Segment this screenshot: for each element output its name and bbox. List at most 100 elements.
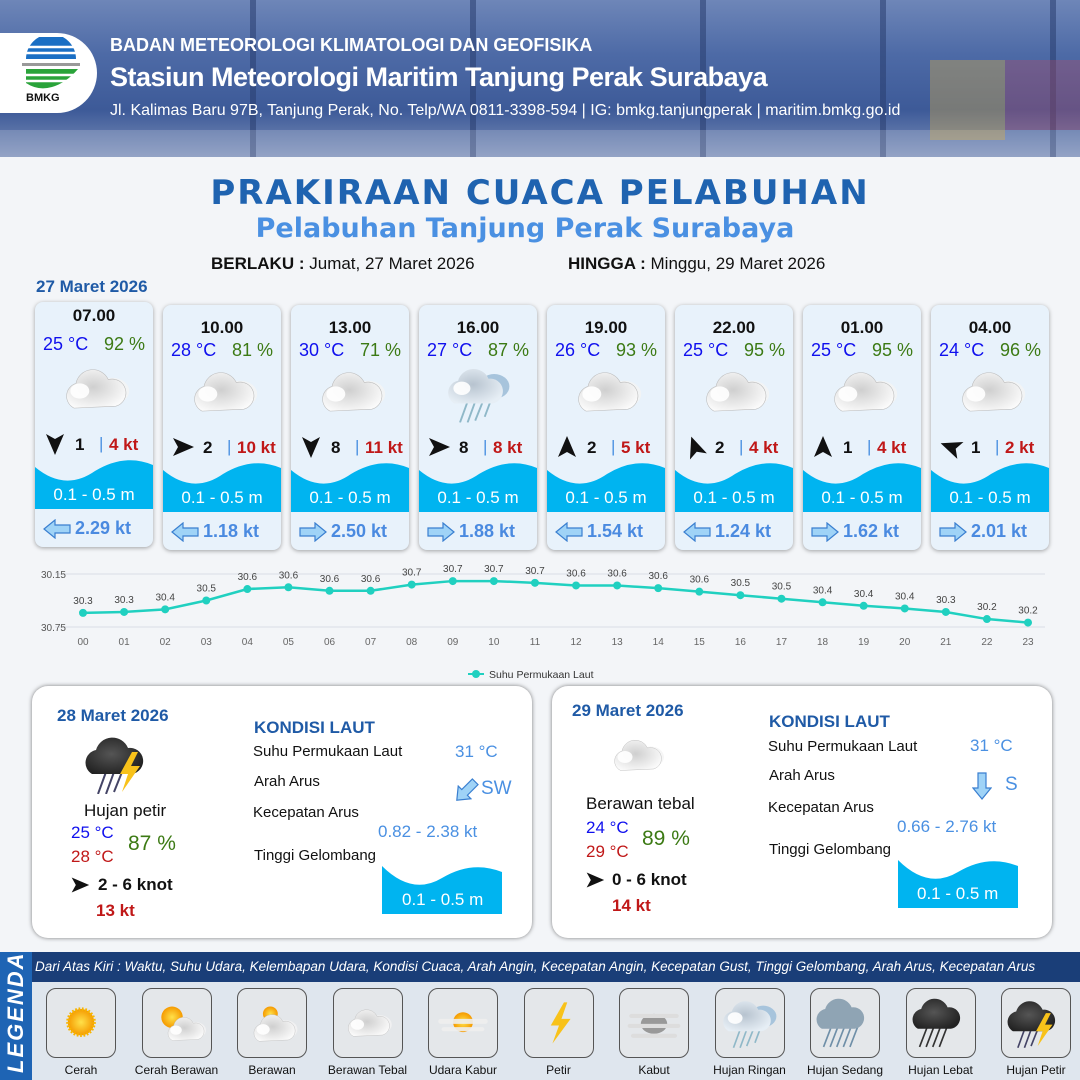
forecast-card: 04.00 24 °C 96 % 1 | 2 kt 0.1 - 0.5 m 2.…: [931, 305, 1049, 550]
humidity: 95 %: [871, 340, 913, 360]
x-tick-label: 20: [899, 637, 911, 648]
current: 2.29 kt: [43, 517, 153, 541]
forecast-card: 16.00 27 °C 87 % 8 | 8 kt 0.1 - 0.5 m 1.…: [419, 305, 537, 550]
wave-height: 0.1 - 0.5 m: [181, 488, 263, 507]
day2-date: 28 Maret 2026: [57, 706, 169, 725]
cerah-berawan-icon: [160, 1006, 210, 1051]
wave-icon: [547, 463, 665, 512]
air-temperature: 28 °C: [171, 340, 217, 360]
current-speed: 1.88 kt: [459, 521, 516, 541]
wind-direction-icon: [43, 432, 67, 456]
forecast-time: 10.00: [200, 318, 244, 337]
air-temperature: 26 °C: [555, 340, 601, 360]
berawan-tebal-icon: [313, 363, 389, 425]
wave-icon: [898, 860, 1018, 908]
data-point: [818, 598, 827, 607]
forecast-time: 01.00: [840, 318, 884, 337]
wave-height: 0.1 - 0.5 m: [949, 488, 1031, 507]
berawan-icon: [239, 1006, 305, 1051]
current-speed: 1.62 kt: [843, 521, 900, 541]
day2-wind: 2 - 6 knot: [98, 875, 173, 894]
current-speed: 2.01 kt: [971, 521, 1028, 541]
gust-speed: 4 kt: [877, 438, 907, 457]
data-label: 30.7: [402, 568, 422, 579]
wave-height: 0.1 - 0.5 m: [821, 488, 903, 507]
legend-item-label: Petir: [546, 1063, 571, 1077]
data-point: [941, 607, 950, 616]
air-temperature: 24 °C: [939, 340, 985, 360]
data-label: 30.3: [114, 595, 134, 606]
wind-speed: 1: [971, 438, 981, 457]
day3-wave-label: Tinggi Gelombang: [769, 841, 892, 858]
logo-text: BMKG: [26, 92, 60, 104]
legend-item-label: Hujan Lebat: [908, 1063, 973, 1077]
forecast-time: 13.00: [328, 318, 372, 337]
legend-item-hujan-ringan: [714, 988, 785, 1058]
wave-icon: [675, 463, 793, 512]
valid-from-label: BERLAKU :: [211, 254, 305, 273]
berawan-tebal-icon: [569, 363, 645, 425]
header-banner: BMKG BADAN METEOROLOGI KLIMATOLOGI DAN G…: [0, 0, 1080, 157]
wind: 1 | 2 kt: [937, 435, 1047, 461]
wind: 2 | 10 kt: [169, 435, 279, 461]
x-tick-label: 03: [201, 637, 213, 648]
wave-icon: [803, 463, 921, 512]
data-label: 30.5: [772, 582, 792, 593]
air-temperature: 25 °C: [811, 340, 857, 360]
legend-item-label: Berawan Tebal: [327, 1063, 408, 1077]
gust-speed: 2 kt: [1005, 438, 1035, 457]
current-direction-icon: [683, 522, 711, 542]
day2-weather: Hujan petir: [84, 801, 167, 820]
humidity: 87 %: [487, 340, 529, 360]
forecast-time: 22.00: [712, 318, 756, 337]
legend-item-hujan-sedang: [810, 988, 880, 1058]
gust-speed: 4 kt: [749, 438, 779, 457]
day2-current-dir: SW: [481, 778, 512, 799]
separator: |: [483, 437, 488, 456]
legend-item-kabut: [619, 988, 689, 1058]
day3-panel: 29 Maret 2026 Berawan tebal 24 °C 29 °C …: [552, 686, 1052, 938]
legend-item-label: Kabut: [638, 1063, 670, 1077]
data-label: 30.6: [648, 571, 668, 582]
wind-direction-icon: [299, 435, 323, 459]
legend-marker: [472, 670, 480, 678]
data-label: 30.6: [361, 574, 381, 585]
wind-speed: 1: [843, 438, 853, 457]
x-tick-label: 11: [530, 637, 541, 648]
data-label: 30.7: [443, 564, 463, 575]
separator: |: [611, 437, 616, 456]
data-point: [1024, 618, 1032, 627]
legend-side: LEGENDA: [0, 951, 32, 1080]
day2-wave: 0.1 - 0.5 m: [402, 890, 484, 909]
x-tick-label: 15: [694, 637, 706, 648]
data-label: 30.4: [155, 592, 175, 603]
data-point: [120, 607, 129, 616]
legend-description: Dari Atas Kiri : Waktu, Suhu Udara, Kele…: [32, 952, 1080, 982]
forecast-card: 13.00 30 °C 71 % 8 | 11 kt 0.1 - 0.5 m 2…: [291, 305, 409, 550]
wind-direction-icon: [555, 435, 579, 459]
data-label: 30.4: [895, 591, 915, 602]
forecast-time: 19.00: [584, 318, 628, 337]
day2-sea-title: KONDISI LAUT: [254, 718, 375, 737]
day3-sst-label: Suhu Permukaan Laut: [768, 738, 918, 755]
data-label: 30.6: [238, 572, 258, 583]
wave-icon: [419, 463, 537, 512]
day3-wave: 0.1 - 0.5 m: [917, 884, 999, 903]
legend-item-label: Hujan Ringan: [713, 1063, 786, 1077]
berawan-tebal-icon: [697, 363, 773, 425]
day3-tmin: 24 °C: [586, 818, 629, 837]
day3-current-speed: 0.66 - 2.76 kt: [897, 817, 997, 836]
legend-item-cerah-berawan: [141, 988, 212, 1058]
wind-speed: 8: [331, 438, 341, 457]
day3-sea-title: KONDISI LAUT: [769, 712, 890, 731]
legend-title: LEGENDA: [3, 951, 28, 1073]
x-tick-label: 21: [940, 637, 952, 648]
current: 1.24 kt: [683, 520, 793, 544]
forecast-card: 22.00 25 °C 95 % 2 | 4 kt 0.1 - 0.5 m 1.…: [675, 305, 793, 550]
current: 1.88 kt: [427, 520, 537, 544]
wind-speed: 2: [715, 438, 725, 457]
x-tick-label: 12: [570, 637, 582, 648]
data-point: [161, 605, 170, 614]
humidity: 96 %: [999, 340, 1041, 360]
day3-tmax: 29 °C: [586, 842, 629, 861]
